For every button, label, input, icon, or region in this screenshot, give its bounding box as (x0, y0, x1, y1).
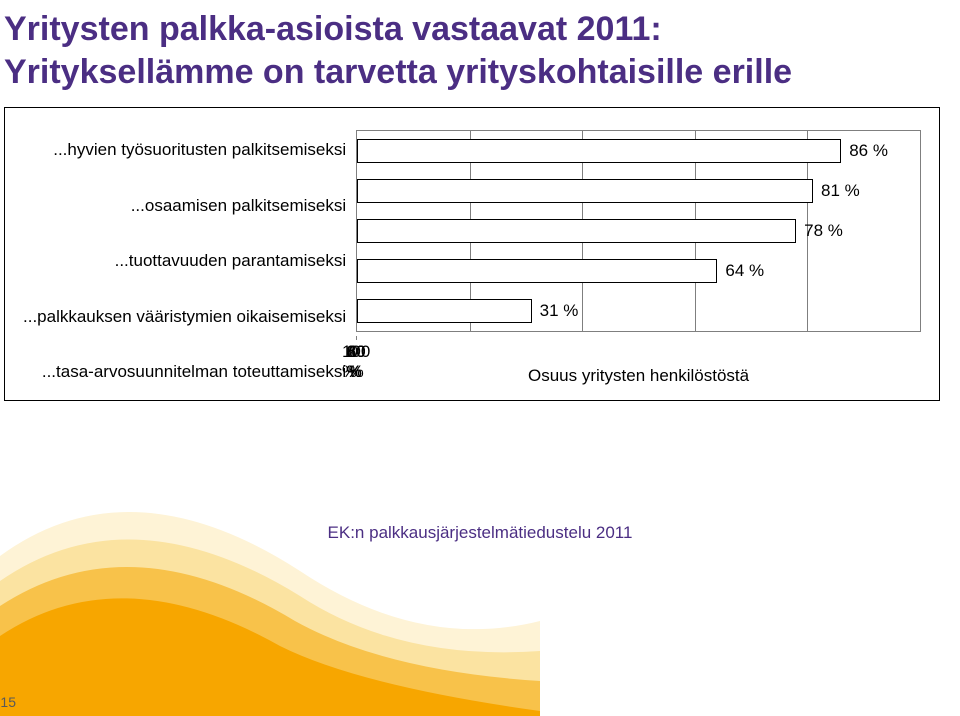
bar-value-label: 86 % (849, 141, 888, 161)
bars-column: 86 % 81 % 78 % 64 % 31 % 0 %20 %40 %60 %80 %… (356, 130, 921, 392)
bar-row: 31 % (357, 299, 920, 323)
bar (357, 299, 531, 323)
y-label-3: ...palkkauksen vääristymien oikaisemisek… (23, 297, 346, 337)
bar-row: 86 % (357, 139, 920, 163)
plot-area: ...hyvien työsuoritusten palkitsemiseksi… (23, 130, 921, 392)
y-axis-labels: ...hyvien työsuoritusten palkitsemiseksi… (23, 130, 356, 392)
y-label-4: ...tasa-arvosuunnitelman toteuttamiseksi (23, 352, 346, 392)
tick-label: 100 % (342, 342, 370, 382)
bar (357, 259, 717, 283)
bar-row: 64 % (357, 259, 920, 283)
bar-row: 78 % (357, 219, 920, 243)
bar-value-label: 64 % (725, 261, 764, 281)
bar-value-label: 31 % (540, 301, 579, 321)
bar (357, 219, 796, 243)
title-line-2: Yrityksellämme on tarvetta yrityskohtais… (4, 51, 960, 94)
y-label-0: ...hyvien työsuoritusten palkitsemiseksi (23, 130, 346, 170)
decorative-swirl (0, 486, 540, 716)
bar-value-label: 78 % (804, 221, 843, 241)
bar (357, 139, 841, 163)
tick-mark (356, 336, 357, 340)
plot-box: 86 % 81 % 78 % 64 % 31 % (356, 130, 921, 332)
page-title: Yritysten palkka-asioista vastaavat 2011… (0, 0, 960, 93)
bar (357, 179, 813, 203)
page-number: 15 (0, 694, 16, 710)
x-axis: 0 %20 %40 %60 %80 %100 % (356, 336, 921, 366)
title-line-1: Yritysten palkka-asioista vastaavat 2011… (4, 8, 960, 51)
x-axis-title: Osuus yritysten henkilöstöstä (356, 366, 921, 392)
y-label-2: ...tuottavuuden parantamiseksi (23, 241, 346, 281)
y-label-1: ...osaamisen palkitsemiseksi (23, 186, 346, 226)
bar-row: 81 % (357, 179, 920, 203)
footer-note: EK:n palkkausjärjestelmätiedustelu 2011 (0, 523, 960, 543)
bar-value-label: 81 % (821, 181, 860, 201)
chart-frame: ...hyvien työsuoritusten palkitsemiseksi… (4, 107, 940, 401)
